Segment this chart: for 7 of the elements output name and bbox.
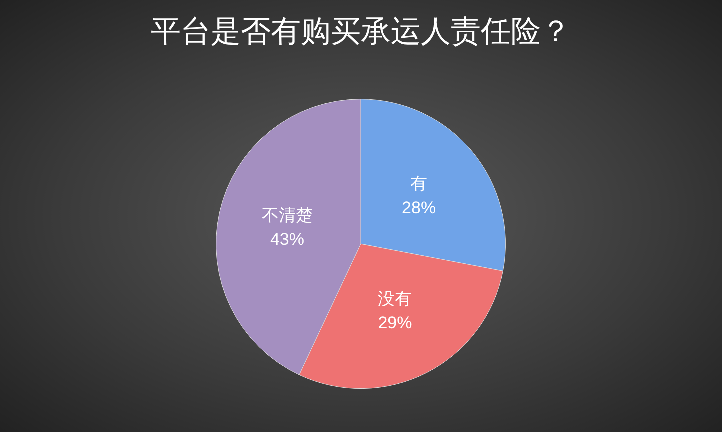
chart-title: 平台是否有购买承运人责任险？ (151, 16, 571, 48)
data-label: 28% (402, 198, 436, 218)
data-label: 29% (378, 314, 412, 333)
slice-label: 有 (410, 174, 428, 194)
slice-label: 没有 (378, 290, 412, 309)
data-label: 43% (270, 230, 304, 250)
slice-label: 不清楚 (262, 206, 313, 226)
